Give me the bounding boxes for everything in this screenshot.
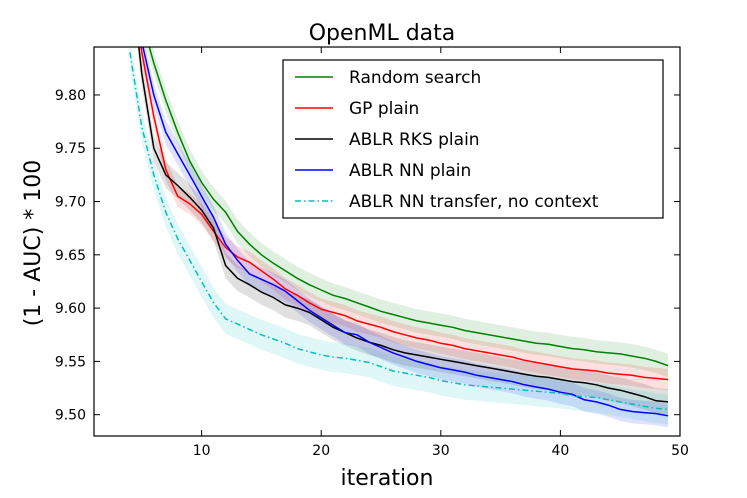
legend-label-gp-plain: GP plain xyxy=(349,99,419,119)
legend-label-ablr-nn-transfer-no-context: ABLR NN transfer, no context xyxy=(349,192,599,212)
x-tick-label-1: 20 xyxy=(312,443,330,459)
legend-label-ablr-rks-plain: ABLR RKS plain xyxy=(349,130,480,150)
x-tick-label-2: 30 xyxy=(432,443,450,459)
legend-label-ablr-nn-plain: ABLR NN plain xyxy=(349,161,471,181)
y-tick-label-2: 9.60 xyxy=(55,301,86,317)
line-ablr-nn-plain xyxy=(142,47,669,417)
legend: Random search GP plain ABLR RKS plain ABLR … xyxy=(282,59,664,219)
line-ablr-rks-plain xyxy=(138,47,669,403)
x-axis-title: iteration xyxy=(341,466,434,491)
band-ablr-rks-plain xyxy=(137,47,668,415)
line-random-search xyxy=(148,47,669,367)
y-axis: 9.50 9.55 9.60 9.65 9.70 9.75 9.80 xyxy=(55,88,680,424)
y-tick-label-5: 9.75 xyxy=(55,141,86,157)
x-tick-label-3: 40 xyxy=(551,443,569,459)
legend-label-random-search: Random search xyxy=(349,68,481,88)
y-axis-title: (1 - AUC) * 100 xyxy=(21,160,46,327)
y-tick-label-0: 9.50 xyxy=(55,408,86,424)
chart-title: OpenML data xyxy=(309,21,456,46)
y-tick-label-6: 9.80 xyxy=(55,88,86,104)
band-ablr-nn-transfer-no-context xyxy=(129,47,668,425)
confidence-bands xyxy=(129,47,668,428)
band-ablr-nn-plain xyxy=(140,47,668,428)
series-lines xyxy=(129,47,669,417)
x-tick-label-4: 50 xyxy=(671,443,689,459)
band-random-search xyxy=(145,47,668,378)
line-ablr-nn-transfer-no-context xyxy=(129,52,669,411)
x-tick-label-0: 10 xyxy=(193,443,211,459)
y-tick-label-4: 9.70 xyxy=(55,195,86,211)
plot-frame xyxy=(93,46,681,437)
y-tick-label-3: 9.65 xyxy=(55,248,86,264)
x-axis: 10 20 30 40 50 xyxy=(193,47,689,459)
y-tick-label-1: 9.55 xyxy=(55,354,86,370)
line-gp-plain xyxy=(140,47,669,381)
legend-box xyxy=(282,59,664,219)
